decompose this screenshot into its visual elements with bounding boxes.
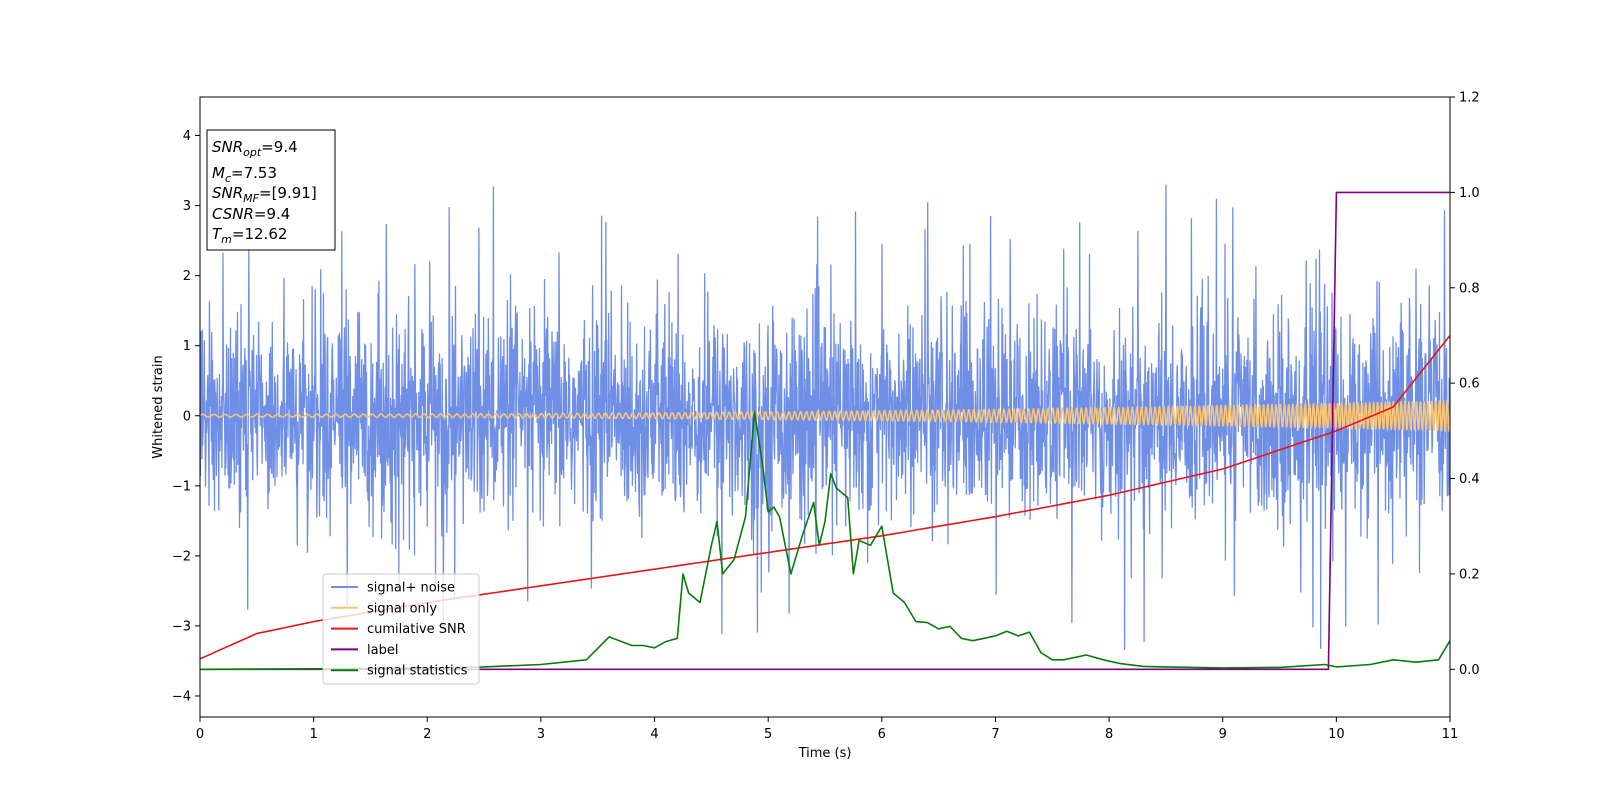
- y-axis-label: Whitened strain: [151, 355, 166, 458]
- legend-label: label: [367, 643, 398, 658]
- legend-frame: [322, 573, 480, 685]
- x-tick-label: 0: [196, 727, 204, 742]
- legend-label: signal statistics: [367, 664, 468, 679]
- x-axis: 0 1 2 3 4 5 6 7 8 9 10 11: [196, 717, 1458, 742]
- y-tick-label: 3: [183, 199, 191, 214]
- y2-tick-label: 0.4: [1459, 472, 1480, 487]
- y-tick-label: −1: [172, 479, 191, 494]
- x-tick-label: 7: [991, 727, 999, 742]
- info-line: Mc=7.53: [212, 164, 277, 185]
- y2-tick-label: 0.6: [1459, 377, 1480, 392]
- legend: signal+ noise signal only cumilative SNR la…: [322, 573, 480, 685]
- info-line: Tm=12.62: [212, 225, 287, 246]
- y-tick-label: −4: [172, 689, 191, 704]
- x-tick-label: 10: [1328, 727, 1345, 742]
- y-tick-label: 0: [183, 409, 191, 424]
- y2-tick-label: 1.2: [1459, 91, 1480, 106]
- x-tick-label: 11: [1442, 727, 1459, 742]
- x-tick-label: 4: [650, 727, 658, 742]
- y-tick-label: 4: [183, 129, 191, 144]
- x-tick-label: 9: [1219, 727, 1227, 742]
- y2-tick-label: 0.2: [1459, 567, 1480, 582]
- info-line: CSNR=9.4: [212, 205, 290, 223]
- y2-tick-label: 0.8: [1459, 281, 1480, 296]
- x-tick-label: 6: [878, 727, 886, 742]
- y2-tick-label: 0.0: [1459, 663, 1480, 678]
- x-tick-label: 2: [423, 727, 431, 742]
- series-line: [200, 399, 1450, 432]
- x-tick-label: 5: [764, 727, 772, 742]
- x-axis-label: Time (s): [798, 746, 852, 761]
- y-tick-label: 1: [183, 339, 191, 354]
- info-line: SNRopt=9.4: [212, 138, 298, 159]
- legend-label: cumilative SNR: [367, 622, 466, 637]
- y-axis-left: −4 −3 −2 −1 0 1 2 3 4: [172, 129, 200, 704]
- series-line: [200, 191, 1450, 671]
- legend-label: signal+ noise: [367, 581, 455, 596]
- y-tick-label: −3: [172, 619, 191, 634]
- y-tick-label: −2: [172, 549, 191, 564]
- series-line: [200, 411, 1450, 671]
- x-tick-label: 1: [309, 727, 317, 742]
- y2-tick-label: 1.0: [1459, 186, 1480, 201]
- info-line: SNRMF=[9.91]: [212, 184, 317, 205]
- x-tick-label: 3: [537, 727, 545, 742]
- info-box-frame: [206, 129, 336, 251]
- axes-frame: [199, 96, 1451, 718]
- x-tick-label: 8: [1105, 727, 1113, 742]
- y-axis-right: 0.0 0.2 0.4 0.6 0.8 1.0 1.2: [1450, 91, 1480, 678]
- legend-label: signal only: [367, 601, 437, 616]
- y-tick-label: 2: [183, 269, 191, 284]
